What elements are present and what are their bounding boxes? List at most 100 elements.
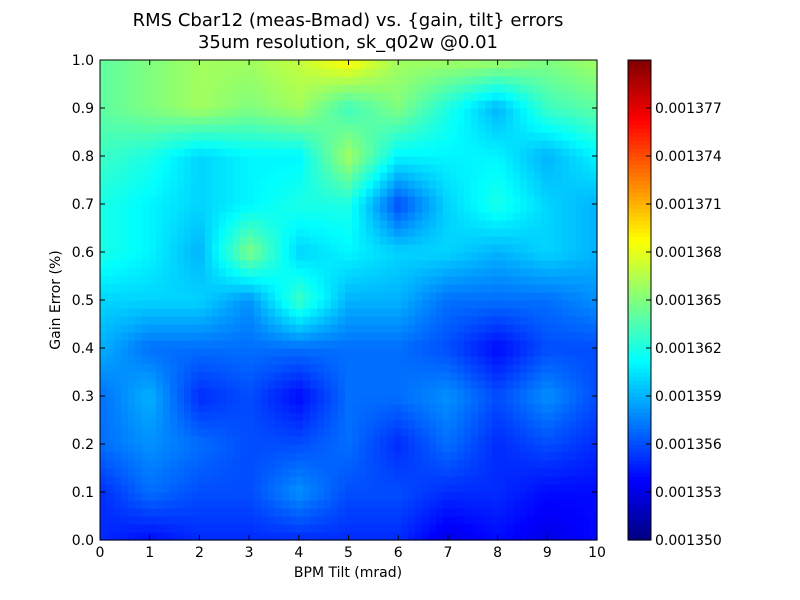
heatmap-cell <box>303 508 311 517</box>
heatmap-cell <box>156 172 164 181</box>
heatmap-cell <box>471 468 479 477</box>
heatmap-cell <box>359 516 367 525</box>
heatmap-cell <box>275 140 283 149</box>
heatmap-cell <box>464 468 472 477</box>
heatmap-cell <box>443 484 451 493</box>
heatmap-cell <box>464 484 472 493</box>
heatmap-cell <box>226 132 234 141</box>
heatmap-cell <box>471 108 479 117</box>
heatmap-cell <box>240 76 248 85</box>
heatmap-cell <box>331 68 339 77</box>
heatmap-cell <box>520 484 528 493</box>
heatmap-cell <box>436 284 444 293</box>
heatmap-cell <box>513 124 521 133</box>
heatmap-cell <box>268 140 276 149</box>
heatmap-cell <box>590 276 598 285</box>
heatmap-cell <box>289 500 297 509</box>
heatmap-cell <box>142 300 150 309</box>
heatmap-cell <box>485 396 493 405</box>
heatmap-cell <box>387 276 395 285</box>
heatmap-cell <box>548 444 556 453</box>
heatmap-cell <box>366 476 374 485</box>
heatmap-cell <box>569 156 577 165</box>
heatmap-cell <box>492 116 500 125</box>
heatmap-cell <box>457 164 465 173</box>
heatmap-cell <box>352 380 360 389</box>
heatmap-cell <box>520 316 528 325</box>
heatmap-cell <box>457 324 465 333</box>
heatmap-cell <box>338 460 346 469</box>
heatmap-cell <box>387 308 395 317</box>
heatmap-cell <box>352 172 360 181</box>
heatmap-cell <box>387 244 395 253</box>
heatmap-cell <box>527 140 535 149</box>
heatmap-cell <box>240 508 248 517</box>
heatmap-cell <box>240 268 248 277</box>
heatmap-cell <box>163 156 171 165</box>
heatmap-cell <box>338 180 346 189</box>
heatmap-cell <box>212 316 220 325</box>
heatmap-cell <box>149 236 157 245</box>
heatmap-cell <box>331 436 339 445</box>
heatmap-cell <box>464 404 472 413</box>
heatmap-cell <box>352 292 360 301</box>
heatmap-cell <box>380 60 388 69</box>
heatmap-cell <box>492 484 500 493</box>
heatmap-cell <box>513 156 521 165</box>
heatmap-cell <box>373 492 381 501</box>
heatmap-cell <box>534 356 542 365</box>
heatmap-cell <box>107 532 115 541</box>
heatmap-cell <box>282 220 290 229</box>
heatmap-cell <box>317 300 325 309</box>
heatmap-cell <box>562 116 570 125</box>
heatmap-cell <box>436 172 444 181</box>
heatmap-cell <box>338 108 346 117</box>
heatmap-cell <box>170 476 178 485</box>
heatmap-cell <box>471 132 479 141</box>
colorbar-segment <box>628 304 651 309</box>
heatmap-cell <box>114 220 122 229</box>
heatmap-cell <box>422 60 430 69</box>
colorbar-segment <box>628 500 651 505</box>
heatmap-cell <box>359 116 367 125</box>
heatmap-cell <box>436 188 444 197</box>
heatmap-cell <box>289 404 297 413</box>
heatmap-cell <box>282 324 290 333</box>
heatmap-cell <box>240 228 248 237</box>
heatmap-cell <box>261 108 269 117</box>
heatmap-cell <box>212 436 220 445</box>
heatmap-cell <box>296 492 304 501</box>
heatmap-cell <box>212 60 220 69</box>
heatmap-cell <box>163 252 171 261</box>
heatmap-cell <box>177 180 185 189</box>
heatmap-cell <box>506 124 514 133</box>
heatmap-cell <box>499 412 507 421</box>
heatmap-cell <box>387 412 395 421</box>
heatmap-cell <box>562 60 570 69</box>
heatmap-cell <box>373 292 381 301</box>
heatmap-cell <box>394 204 402 213</box>
heatmap-cell <box>359 380 367 389</box>
heatmap-cell <box>128 124 136 133</box>
heatmap-cell <box>471 524 479 533</box>
heatmap-cell <box>450 220 458 229</box>
heatmap-cell <box>590 172 598 181</box>
heatmap-cell <box>457 196 465 205</box>
heatmap-cell <box>457 348 465 357</box>
heatmap-cell <box>324 300 332 309</box>
heatmap-cell <box>219 324 227 333</box>
heatmap-cell <box>226 396 234 405</box>
heatmap-cell <box>247 284 255 293</box>
colorbar-segment <box>628 220 651 225</box>
heatmap-cell <box>422 260 430 269</box>
heatmap-cell <box>240 212 248 221</box>
heatmap-cell <box>499 148 507 157</box>
heatmap-cell <box>226 180 234 189</box>
heatmap-cell <box>198 460 206 469</box>
heatmap-cell <box>226 412 234 421</box>
heatmap-cell <box>268 532 276 541</box>
heatmap-cell <box>401 332 409 341</box>
heatmap-cell <box>527 492 535 501</box>
heatmap-cell <box>310 332 318 341</box>
heatmap-cell <box>219 244 227 253</box>
